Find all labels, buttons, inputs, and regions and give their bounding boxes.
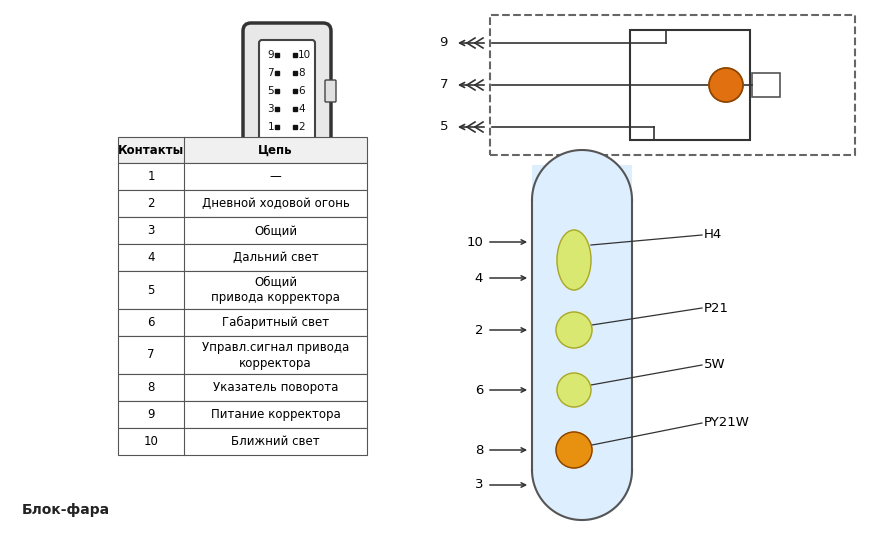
Circle shape bbox=[556, 432, 592, 468]
Text: 9: 9 bbox=[268, 50, 274, 60]
Text: H4: H4 bbox=[704, 229, 722, 241]
Bar bbox=[118, 137, 367, 163]
Text: Питание корректора: Питание корректора bbox=[210, 408, 341, 421]
Text: Блок-фара: Блок-фара bbox=[22, 503, 110, 517]
Text: 1: 1 bbox=[268, 122, 274, 132]
Circle shape bbox=[709, 68, 743, 102]
Text: 5W: 5W bbox=[704, 359, 726, 372]
Text: Общий
привода корректора: Общий привода корректора bbox=[211, 276, 340, 304]
Text: 6: 6 bbox=[474, 384, 483, 397]
Text: P21: P21 bbox=[704, 302, 729, 314]
Bar bbox=[630, 30, 750, 140]
Text: 3: 3 bbox=[268, 104, 274, 114]
Bar bbox=[118, 190, 367, 217]
Text: Дневной ходовой огонь: Дневной ходовой огонь bbox=[202, 197, 349, 210]
Bar bbox=[118, 271, 367, 309]
Bar bbox=[490, 15, 855, 155]
Text: 2: 2 bbox=[298, 122, 305, 132]
FancyBboxPatch shape bbox=[259, 40, 315, 142]
Text: 9: 9 bbox=[440, 36, 448, 50]
Text: Контакты: Контакты bbox=[118, 143, 184, 157]
Bar bbox=[118, 401, 367, 428]
Text: 8: 8 bbox=[148, 381, 155, 394]
Bar bbox=[118, 428, 367, 455]
Text: Общий: Общий bbox=[254, 224, 297, 237]
Circle shape bbox=[557, 373, 591, 407]
Text: 7: 7 bbox=[440, 78, 448, 92]
Text: 4: 4 bbox=[147, 251, 155, 264]
Text: 5: 5 bbox=[440, 120, 448, 133]
Text: 4: 4 bbox=[474, 271, 483, 285]
Text: 2: 2 bbox=[147, 197, 155, 210]
Text: 3: 3 bbox=[148, 224, 155, 237]
Text: 5: 5 bbox=[148, 284, 155, 296]
Text: 2: 2 bbox=[474, 324, 483, 336]
Text: 4: 4 bbox=[298, 104, 305, 114]
Text: 3: 3 bbox=[474, 479, 483, 491]
Bar bbox=[118, 163, 367, 190]
Text: Габаритный свет: Габаритный свет bbox=[222, 316, 329, 329]
Text: 6: 6 bbox=[147, 316, 155, 329]
Text: 9: 9 bbox=[147, 408, 155, 421]
Text: 10: 10 bbox=[143, 435, 158, 448]
Text: 5: 5 bbox=[268, 86, 274, 96]
Text: Ближний свет: Ближний свет bbox=[231, 435, 320, 448]
Text: 1: 1 bbox=[147, 170, 155, 183]
Text: —: — bbox=[269, 170, 282, 183]
FancyBboxPatch shape bbox=[325, 80, 336, 102]
Bar bbox=[118, 374, 367, 401]
Text: 8: 8 bbox=[298, 68, 305, 78]
Circle shape bbox=[556, 312, 592, 348]
Text: PY21W: PY21W bbox=[704, 416, 750, 430]
Ellipse shape bbox=[557, 230, 591, 290]
Text: Управл.сигнал привода
корректора: Управл.сигнал привода корректора bbox=[202, 341, 349, 369]
Bar bbox=[118, 244, 367, 271]
Text: Цепь: Цепь bbox=[258, 143, 293, 157]
Text: Дальний свет: Дальний свет bbox=[233, 251, 318, 264]
Text: 10: 10 bbox=[466, 236, 483, 248]
FancyBboxPatch shape bbox=[243, 23, 331, 159]
Text: 8: 8 bbox=[474, 443, 483, 456]
Bar bbox=[118, 217, 367, 244]
Text: 7: 7 bbox=[268, 68, 274, 78]
Text: 7: 7 bbox=[147, 349, 155, 361]
Bar bbox=[118, 336, 367, 374]
Bar bbox=[752, 73, 780, 97]
Bar bbox=[532, 165, 632, 470]
Text: Указатель поворота: Указатель поворота bbox=[213, 381, 338, 394]
Bar bbox=[118, 309, 367, 336]
Text: 10: 10 bbox=[298, 50, 311, 60]
Text: 6: 6 bbox=[298, 86, 305, 96]
